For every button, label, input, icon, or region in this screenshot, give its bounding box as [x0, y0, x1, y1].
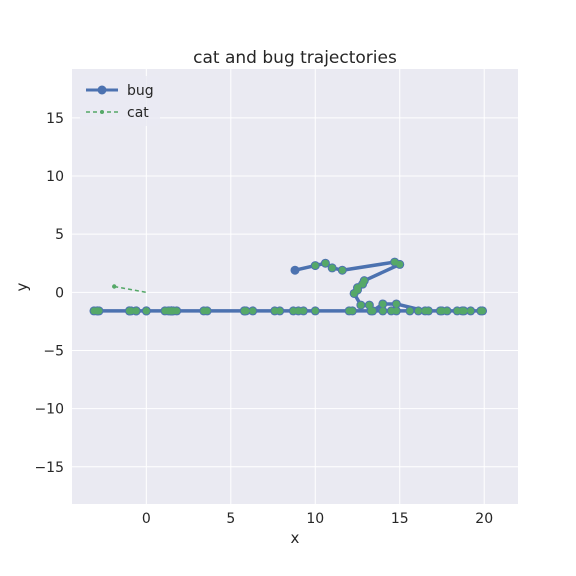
cat-point [311, 307, 319, 315]
gridlines [72, 69, 518, 504]
tick-labels: 0 5 10 15 20 −15 −10 −5 0 5 10 15 [34, 111, 493, 527]
legend-cat-marker [100, 110, 104, 114]
legend-bug-marker [97, 85, 107, 95]
cat-point [379, 300, 387, 308]
cat-point [387, 307, 395, 315]
y-tick-label: −15 [34, 460, 64, 476]
cat-point [311, 262, 319, 270]
cat-point [240, 307, 248, 315]
y-tick-label: 0 [55, 285, 64, 301]
cat-point [299, 307, 307, 315]
x-tick-label: 5 [226, 511, 235, 527]
chart-title: cat and bug trajectories [193, 48, 397, 68]
cat-point [350, 289, 358, 297]
cat-point [396, 260, 404, 268]
cat-point [392, 300, 400, 308]
y-tick-label: 15 [46, 111, 64, 127]
cat-point [357, 301, 365, 309]
cat-point [289, 307, 297, 315]
cat-point [142, 307, 150, 315]
legend-cat-label: cat [127, 105, 149, 121]
cat-point [438, 307, 446, 315]
cat-point [414, 307, 422, 315]
cat-point [367, 307, 375, 315]
x-tick-label: 0 [142, 511, 151, 527]
cat-point [200, 307, 208, 315]
cat-point [249, 307, 257, 315]
y-tick-label: −5 [43, 343, 64, 359]
plot-area [72, 69, 518, 504]
cat-point [345, 307, 353, 315]
cat-point [365, 301, 373, 309]
x-tick-label: 10 [306, 511, 324, 527]
legend: bug cat [80, 76, 160, 126]
cat-point [359, 280, 367, 288]
cat-point [93, 307, 101, 315]
cat-point [406, 307, 414, 315]
cat-point [467, 307, 475, 315]
cat-point [479, 307, 487, 315]
y-axis-label: y [13, 282, 31, 291]
x-axis-label: x [291, 529, 300, 547]
cat-point [379, 307, 387, 315]
cat-point [328, 264, 336, 272]
x-tick-label: 15 [391, 511, 409, 527]
cat-point [453, 307, 461, 315]
y-tick-label: −10 [34, 402, 64, 418]
cat-point [424, 307, 432, 315]
x-tick-label: 20 [475, 511, 493, 527]
cat-point [443, 307, 451, 315]
cat-point [166, 307, 174, 315]
bug-point [290, 265, 300, 275]
cat-point [460, 307, 468, 315]
cat-point [392, 307, 400, 315]
cat-point [294, 307, 302, 315]
y-tick-label: 10 [46, 169, 64, 185]
cat-trajectory-line [114, 285, 147, 294]
cat-point [125, 307, 133, 315]
legend-bug-label: bug [127, 83, 154, 99]
cat-point [112, 284, 117, 289]
y-tick-label: 5 [55, 227, 64, 243]
cat-point [276, 307, 284, 315]
cat-point [321, 259, 329, 267]
cat-point [173, 307, 181, 315]
series-layer [89, 257, 488, 316]
cat-point [132, 307, 140, 315]
cat-point [271, 307, 279, 315]
cat-point [338, 266, 346, 274]
